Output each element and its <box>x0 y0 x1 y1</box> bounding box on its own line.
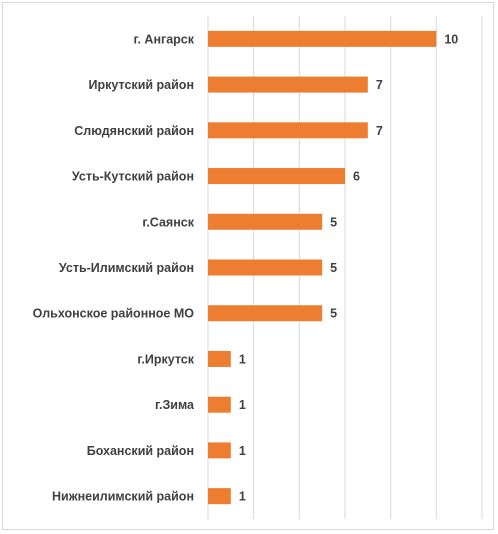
bar <box>208 396 231 413</box>
category-label: г.Саянск <box>142 215 194 229</box>
category-label: Усть-Кутский район <box>72 170 194 184</box>
bar <box>208 442 231 459</box>
category-label: г. Ангарск <box>134 32 195 46</box>
category-label: Усть-Илимский район <box>59 261 194 275</box>
data-label: 1 <box>239 398 246 412</box>
category-label: Боханский район <box>87 444 194 458</box>
data-label: 5 <box>330 215 337 229</box>
data-label: 6 <box>353 170 360 184</box>
data-label: 1 <box>239 352 246 366</box>
category-label: г.Иркутск <box>137 352 194 366</box>
bar <box>208 259 323 276</box>
bar <box>208 213 323 230</box>
bar <box>208 350 231 367</box>
data-label: 10 <box>444 32 458 46</box>
category-label: Слюдянский район <box>74 124 194 138</box>
bar <box>208 168 345 185</box>
bar <box>208 305 323 322</box>
data-label: 5 <box>330 261 337 275</box>
bar <box>208 488 231 505</box>
data-label: 7 <box>376 78 383 92</box>
data-label: 7 <box>376 124 383 138</box>
data-label: 5 <box>330 307 337 321</box>
bar <box>208 30 437 47</box>
data-label: 1 <box>239 490 246 504</box>
bar <box>208 122 368 139</box>
category-label: г.Зима <box>155 398 195 412</box>
chart-frame <box>2 2 494 530</box>
data-label: 1 <box>239 444 246 458</box>
category-label: Иркутский район <box>89 78 194 92</box>
category-label: Ольхонское районное МО <box>33 307 195 321</box>
category-label: Нижнеилимский район <box>52 490 194 504</box>
bar <box>208 76 368 93</box>
